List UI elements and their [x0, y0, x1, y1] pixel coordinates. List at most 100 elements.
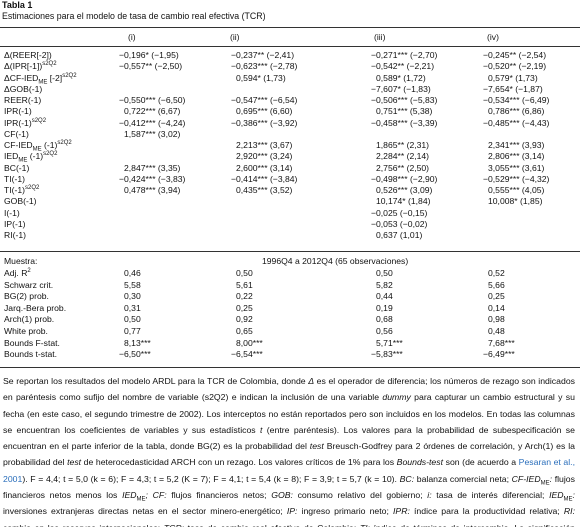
table-cell: 0,22 [236, 291, 253, 302]
row-label: IP(-1) [4, 219, 25, 230]
table-cell: 0,25 [488, 291, 505, 302]
table-cell: 0,56 [376, 326, 393, 336]
text: CF-IED [4, 140, 33, 150]
rule [0, 27, 580, 28]
text: tasa de interés diferencial; [431, 490, 550, 501]
row-label: Δ(REER[-2]) [4, 50, 52, 61]
text: REER(-1) [4, 95, 42, 105]
italic-text: : [549, 473, 553, 484]
italic-text: IED [549, 490, 564, 501]
table-cell: −0,386*** (−3,92) [231, 117, 298, 128]
row-label: IPR(-1)s2Q2 [4, 118, 46, 129]
italic-text: IED [122, 490, 137, 501]
table-cell: 5,71*** [376, 337, 403, 348]
table-cell: −0,547*** (−6,54) [231, 95, 298, 105]
text: es el operador de diferencia; los número… [3, 376, 575, 403]
table-cell: −0,025 (−0,15) [371, 207, 428, 218]
table-cell: 2,284** (2,14) [376, 151, 430, 162]
rule [0, 367, 580, 368]
italic-text: RI: [563, 506, 575, 517]
column-header: (iv) [487, 32, 499, 42]
table-cell: 2,600*** (3,14) [236, 162, 293, 173]
table-cell: 10,174* (1,84) [376, 196, 431, 207]
table-cell: 0,50 [376, 268, 393, 278]
row-label: RI(-1) [4, 230, 26, 241]
rule [0, 46, 580, 47]
row-label: Δ(IPR[-1])s2Q2 [4, 61, 57, 72]
superscript: s2Q2 [57, 140, 72, 147]
table-cell: 5,82 [376, 279, 393, 290]
row-label: Jarq.-Bera prob. [4, 303, 66, 314]
text: ΔCF-IED [4, 72, 39, 83]
text: flujos financieros netos; [166, 490, 272, 501]
text: cambio en las reservas internacionales; [3, 523, 164, 527]
table-title: Tabla 1 [2, 0, 33, 10]
text: GOB(-1) [4, 196, 37, 207]
row-label: I(-1) [4, 208, 20, 219]
row-label: BG(2) prob. [4, 291, 49, 302]
table-cell: −0,506*** (−5,83) [371, 95, 438, 105]
text: Δ(IPR[-1]) [4, 61, 43, 72]
text: Adj. R [4, 268, 28, 278]
text: balanza comercial neta; [414, 473, 512, 484]
table-cell: 1,587*** (3,02) [124, 128, 181, 139]
table-cell: −0,550*** (−6,50) [119, 95, 186, 105]
row-label: CF-IEDME (-1)s2Q2 [4, 140, 72, 153]
table-cell: −0,414*** (−3,84) [231, 173, 298, 184]
superscript: s2Q2 [25, 185, 40, 192]
text: IPR(-1) [4, 117, 32, 128]
table-cell: −0,498*** (−2,90) [371, 173, 438, 184]
table-cell: 2,341*** (3,93) [488, 140, 545, 150]
table-subtitle: Estimaciones para el modelo de tasa de c… [2, 11, 266, 21]
subscript: ME [32, 146, 42, 153]
table-cell: 0,751*** (5,38) [376, 106, 433, 117]
table-cell: 5,66 [488, 279, 505, 290]
italic-text: Δ [308, 376, 315, 386]
text: de heterocedasticidad ARCH con un rezago… [81, 457, 397, 468]
subscript: ME [38, 79, 48, 86]
table-cell: 0,44 [376, 291, 393, 302]
table-cell: 1,865** (2,31) [376, 140, 430, 150]
table-cell: −5,83*** [371, 349, 403, 360]
text: Δ(REER[-2]) [4, 50, 52, 60]
table-cell: −7,607* (−1,83) [371, 83, 431, 94]
table-cell: −7,654* (−1,87) [483, 83, 543, 94]
italic-text: IPR: [393, 506, 410, 517]
table-cell: −0,520** (−2,19) [483, 61, 547, 72]
table-cell: 8,00*** [236, 337, 263, 348]
citation-link[interactable]: Pesaran et al., 2001 [3, 457, 575, 484]
table-cell: 3,055*** (3,61) [488, 162, 545, 173]
row-label: Schwarz crit. [4, 280, 53, 291]
table-cell: 0,786*** (6,86) [488, 106, 545, 117]
italic-text: TCR: [164, 523, 184, 527]
table-cell: −0,557** (−2,50) [119, 61, 183, 72]
table-cell: 0,555*** (4,05) [488, 185, 545, 195]
text: flujos financieros netos menos los [3, 473, 575, 501]
table-cell: −0,529*** (−4,32) [483, 173, 550, 184]
row-label: ΔGOB(-1) [4, 84, 42, 95]
row-label: Bounds F-stat. [4, 338, 60, 349]
table-cell: 0,14 [488, 302, 505, 313]
table-cell: −0,245** (−2,54) [483, 50, 547, 60]
italic-text: IP: [286, 506, 298, 517]
italic-text: i: [427, 490, 432, 501]
row-label: CF(-1) [4, 129, 29, 140]
italic-text: CF: [152, 490, 167, 501]
text: Bounds F-stat. [4, 337, 60, 348]
table-cell: −0,623*** (−2,78) [231, 61, 298, 72]
italic-text: t [260, 424, 263, 435]
table-cell: 0,50 [124, 314, 141, 325]
row-label: Adj. R2 [4, 268, 31, 279]
table-cell: 0,478*** (3,94) [124, 185, 181, 195]
italic-text: ; [145, 490, 148, 501]
italic-text: Bounds-test [396, 457, 444, 468]
table-cell: 0,48 [488, 326, 505, 336]
row-label: IPR(-1) [4, 106, 32, 117]
italic-text: GOB: [271, 490, 293, 501]
column-header: (ii) [230, 32, 240, 42]
row-label: IEDME (-1)s2Q2 [4, 151, 57, 164]
table-cell: 0,46 [124, 268, 141, 278]
table-cell: −6,50*** [119, 349, 151, 360]
table-cell: 0,68 [376, 314, 393, 325]
